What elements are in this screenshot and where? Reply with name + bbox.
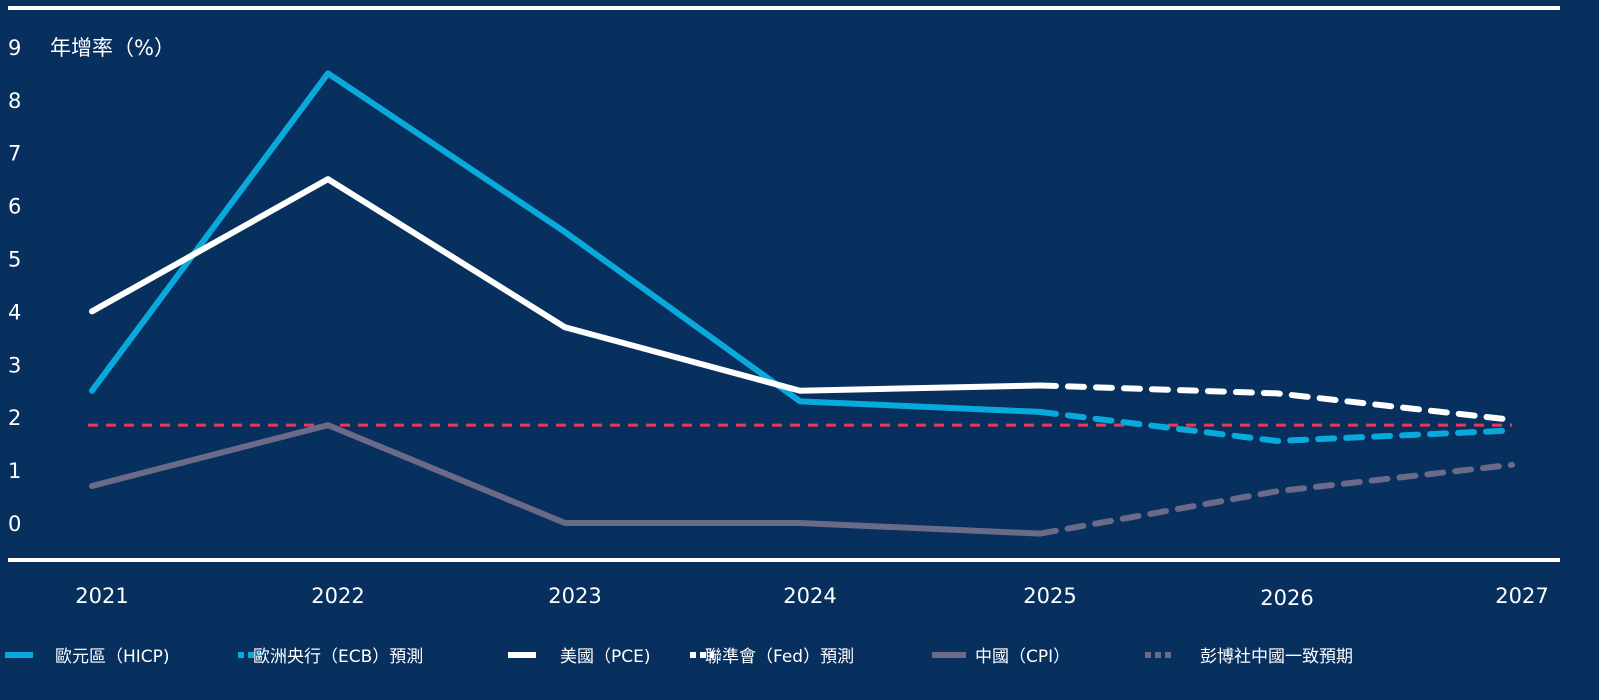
y-tick-label: 3	[8, 353, 21, 377]
legend-label: 中國（CPI）	[975, 647, 1070, 667]
series-line	[1037, 461, 1515, 537]
series-line	[89, 70, 1043, 415]
legend-label: 聯準會（Fed）預測	[705, 647, 854, 667]
x-tick-label: 2023	[548, 584, 601, 608]
legend-label: 歐元區（HICP)	[55, 647, 170, 667]
y-tick-label: 5	[8, 248, 21, 272]
y-tick-label: 1	[8, 459, 21, 483]
series-line	[89, 176, 1043, 394]
legend-label: 美國（PCE)	[560, 647, 651, 667]
x-tick-label: 2026	[1260, 586, 1313, 610]
series-line	[1037, 382, 1515, 423]
x-tick-label: 2024	[783, 584, 836, 608]
legend-label: 歐洲央行（ECB）預測	[253, 647, 423, 667]
x-tick-label: 2027	[1495, 584, 1548, 608]
x-tick-label: 2022	[311, 584, 364, 608]
x-tick-label: 2021	[75, 584, 128, 608]
y-axis-label: 年增率（%）	[50, 36, 175, 60]
y-tick-label: 0	[8, 512, 21, 536]
y-tick-label: 2	[8, 406, 21, 430]
y-tick-label: 7	[8, 142, 21, 166]
legend-item: 彭博社中國一致預期	[1145, 647, 1353, 667]
series-line	[89, 422, 1043, 537]
legend-item: 歐洲央行（ECB）預測	[238, 647, 423, 667]
legend-item: 聯準會（Fed）預測	[690, 647, 854, 667]
y-tick-label: 8	[8, 89, 21, 113]
legend-label: 彭博社中國一致預期	[1200, 647, 1353, 667]
legend-item: 歐元區（HICP)	[5, 647, 170, 667]
legend-item: 美國（PCE)	[508, 647, 651, 667]
series-line	[1037, 408, 1515, 445]
y-tick-label: 4	[8, 300, 21, 324]
x-tick-label: 2025	[1023, 584, 1076, 608]
legend-item: 中國（CPI）	[932, 647, 1070, 667]
y-tick-label: 9	[8, 36, 21, 60]
y-tick-label: 6	[8, 195, 21, 219]
